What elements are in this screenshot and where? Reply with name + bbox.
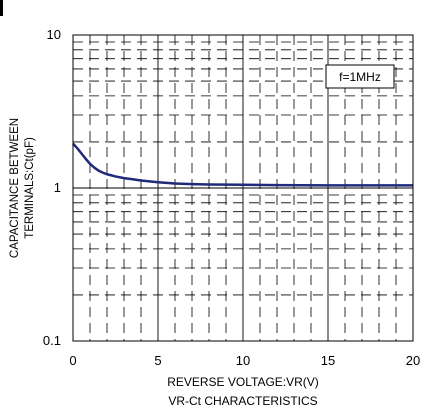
plot-frame — [72, 34, 414, 342]
corner-mark — [0, 0, 3, 16]
x-axis-label: REVERSE VOLTAGE:VR(V) — [167, 375, 319, 389]
y-tick-label: 1 — [54, 180, 61, 195]
y-tick-labels: 0.1 1 10 — [43, 27, 61, 348]
y-tick-label: 0.1 — [43, 333, 61, 348]
x-tick-label: 0 — [69, 353, 76, 368]
x-tick-labels: 0 5 10 15 20 — [69, 353, 420, 368]
y-axis-label-line2: TERMINALS:Ct(pF) — [24, 137, 36, 239]
annotation-label: f=1MHz — [339, 70, 381, 84]
x-tick-label: 20 — [406, 353, 420, 368]
x-tick-label: 15 — [321, 353, 335, 368]
x-tick-label: 5 — [154, 353, 161, 368]
annotation-box: f=1MHz — [325, 64, 395, 89]
series-layer — [72, 142, 413, 187]
y-axis-label-line1: CAPACITANCE BETWEEN — [9, 118, 21, 258]
x-tick-label: 10 — [236, 353, 250, 368]
chart-title: VR-Ct CHARACTERISTICS — [168, 394, 317, 408]
vr-ct-curve — [72, 142, 413, 187]
annotation-frame — [325, 64, 395, 89]
y-tick-label: 10 — [47, 27, 61, 42]
